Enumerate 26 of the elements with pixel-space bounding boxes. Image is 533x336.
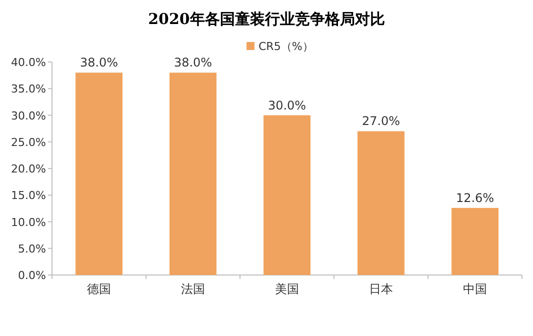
legend-label: CR5（%） (258, 40, 314, 53)
y-tick-label: 20.0% (11, 162, 46, 176)
data-label: 38.0% (80, 56, 118, 70)
data-label: 38.0% (174, 56, 212, 70)
y-tick-label: 0.0% (18, 269, 46, 282)
y-tick-label: 35.0% (11, 82, 46, 96)
bar (170, 72, 216, 275)
y-tick-label: 25.0% (11, 136, 46, 149)
data-label: 27.0% (362, 114, 400, 128)
y-tick-label: 15.0% (11, 189, 46, 202)
y-tick-label: 5.0% (18, 242, 46, 256)
data-label: 30.0% (268, 98, 306, 112)
bar (264, 115, 310, 275)
data-label: 12.6% (456, 190, 494, 205)
x-tick-label: 美国 (275, 282, 299, 296)
x-tick-label: 日本 (369, 282, 393, 296)
x-tick-label: 中国 (463, 282, 487, 296)
bar (76, 72, 122, 275)
x-tick-label: 德国 (87, 282, 111, 296)
y-tick-label: 30.0% (11, 109, 46, 122)
bar (452, 208, 498, 275)
bar (358, 131, 404, 275)
chart-title: 2020年各国童装行业竞争格局对比 (148, 10, 385, 28)
y-tick-label: 10.0% (11, 216, 46, 229)
y-tick-label: 40.0% (11, 56, 46, 69)
x-tick-label: 法国 (181, 282, 205, 296)
